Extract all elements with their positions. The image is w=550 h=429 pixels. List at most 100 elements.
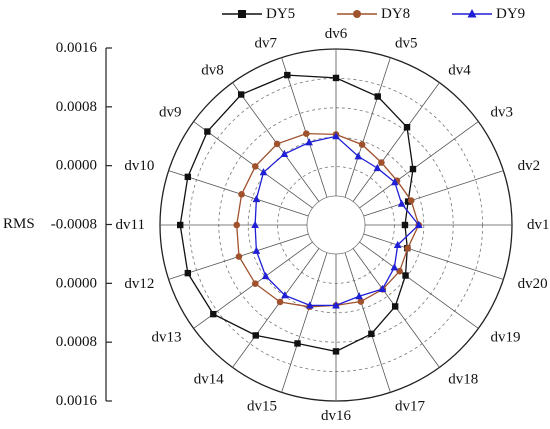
- tick-label: 0.0000: [56, 158, 97, 174]
- spoke-label: dv8: [201, 62, 224, 78]
- data-point: [233, 221, 241, 229]
- data-point: [306, 301, 314, 309]
- radar-spoke: [281, 252, 328, 393]
- data-point: [237, 91, 245, 98]
- radar-spoke: [344, 57, 391, 198]
- legend-entry: DY9: [452, 6, 525, 22]
- tick-label: 0.0016: [56, 40, 98, 56]
- legend-marker: [467, 9, 477, 18]
- spoke-label: dv16: [321, 408, 352, 424]
- spoke-label: dv19: [491, 329, 521, 345]
- radial-axis: 0.0016 0.0008 0.0000 -0.0008 0.0000 0.0008 0.0…: [3, 40, 112, 409]
- spoke-label: dv12: [124, 276, 154, 292]
- data-point: [354, 152, 363, 160]
- data-point: [184, 173, 192, 181]
- data-point: [252, 246, 261, 254]
- radar-grid: [159, 48, 513, 402]
- legend-label: DY9: [496, 6, 525, 22]
- data-point: [378, 284, 387, 292]
- radar-spoke: [363, 170, 504, 217]
- data-point: [390, 263, 399, 271]
- data-point: [332, 74, 340, 82]
- tick-label: 0.0016: [56, 393, 98, 409]
- data-point: [259, 168, 268, 176]
- data-point: [373, 163, 382, 172]
- tick-label: -0.0008: [51, 217, 97, 233]
- grid-ring: [306, 195, 366, 255]
- spoke-label: dv1: [527, 217, 550, 233]
- legend-entry: DY8: [337, 6, 410, 22]
- data-point: [252, 194, 261, 203]
- spoke-label: dv7: [254, 35, 277, 51]
- spoke-label: dv2: [518, 158, 541, 174]
- data-point: [358, 141, 366, 148]
- series-dy5: [177, 71, 417, 355]
- data-point: [401, 221, 409, 229]
- series-line: [236, 132, 420, 308]
- spoke-label: dv20: [518, 276, 548, 292]
- data-point: [251, 220, 259, 228]
- radar-spoke: [281, 57, 328, 198]
- series-line: [179, 74, 414, 353]
- data-point: [235, 253, 243, 260]
- legend-marker: [238, 10, 246, 18]
- axis-label: RMS: [3, 216, 35, 232]
- spoke-label: dv14: [194, 372, 225, 388]
- data-point: [281, 291, 289, 299]
- data-point: [402, 272, 409, 279]
- spoke-label: dv18: [448, 372, 478, 388]
- data-point: [284, 71, 291, 79]
- data-point: [204, 128, 211, 135]
- spoke-label: dv6: [325, 26, 348, 42]
- data-point: [404, 244, 412, 252]
- data-point: [357, 298, 365, 305]
- data-point: [303, 130, 310, 137]
- spoke-label: dv17: [395, 399, 426, 415]
- data-point: [332, 348, 340, 355]
- spoke-labels: dv1 dv2 dv3 dv4 dv5 dv6 dv7 dv8 dv9 dv10 dv11 dv12 d…: [116, 26, 550, 424]
- data-point: [409, 165, 417, 173]
- legend-label: DY8: [381, 6, 410, 22]
- data-point: [390, 178, 399, 186]
- data-point: [368, 330, 375, 338]
- legend-marker: [353, 10, 361, 18]
- legend-label: DY5: [266, 6, 295, 22]
- radar-spoke: [232, 248, 320, 368]
- data-point: [393, 240, 402, 249]
- data-point: [378, 159, 385, 166]
- data-point: [280, 149, 289, 157]
- tick-label: 0.0000: [56, 275, 97, 291]
- legend-entry: DY5: [222, 6, 295, 22]
- data-point: [210, 310, 217, 318]
- radar-spoke: [359, 241, 479, 329]
- data-point: [397, 199, 406, 207]
- data-point: [332, 301, 340, 309]
- data-point: [414, 220, 423, 228]
- radar-spoke: [344, 252, 391, 393]
- data-point: [252, 332, 259, 339]
- data-point: [396, 267, 403, 275]
- data-point: [374, 93, 381, 100]
- radar-spoke: [359, 121, 479, 209]
- radar-spoke: [363, 233, 504, 280]
- data-point: [403, 124, 411, 131]
- data-point: [184, 269, 192, 277]
- spoke-label: dv5: [395, 35, 418, 51]
- spoke-label: dv11: [116, 217, 145, 233]
- spoke-label: dv3: [491, 105, 513, 121]
- data-point: [305, 138, 313, 146]
- legend: DY5 DY8 DY9: [222, 6, 525, 22]
- data-point: [391, 303, 399, 310]
- spoke-label: dv15: [247, 399, 277, 415]
- data-point: [238, 191, 245, 198]
- data-point: [252, 280, 259, 287]
- data-point: [177, 221, 184, 229]
- radar-spoke: [352, 82, 440, 202]
- series-dy9: [251, 132, 423, 309]
- spoke-label: dv4: [448, 62, 471, 78]
- data-point: [261, 271, 270, 280]
- spoke-label: dv10: [124, 158, 154, 174]
- data-point: [276, 298, 284, 306]
- data-point: [355, 292, 363, 300]
